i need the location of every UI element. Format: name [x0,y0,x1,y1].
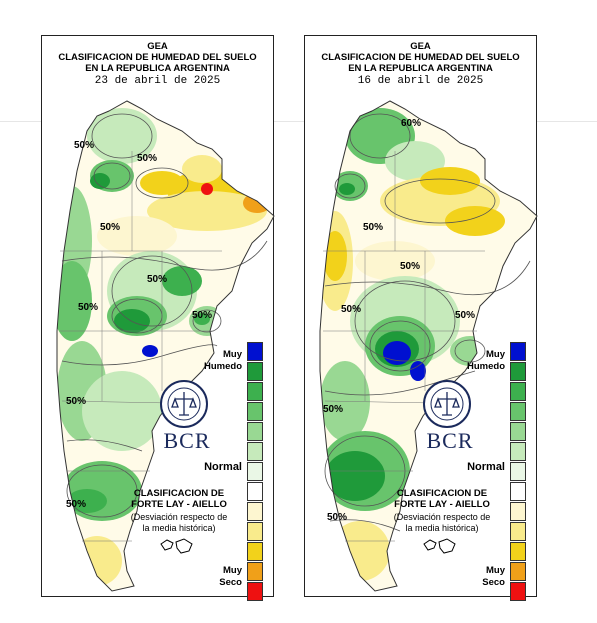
panel-header-line2: CLASIFICACION DE HUMEDAD DEL SUELO [321,52,520,63]
legend-swatch [510,442,526,461]
argentina-moisture-map [56,100,275,592]
legend-swatch [247,562,263,581]
legend-label-normal: Normal [467,461,505,473]
malvinas-islands-icon [160,538,193,554]
legend-label-muy-humedo: Muy Humedo [467,349,505,372]
contour-label: 60% [401,118,422,129]
legend-swatch [247,342,263,361]
panel-header-line1: GEA [147,41,168,52]
legend-label-muy-seco: Muy Seco [219,565,242,588]
contour-label: 50% [455,310,476,321]
legend-swatch [247,382,263,401]
contour-label: 50% [327,512,348,523]
legend-label-muy-humedo: Muy Humedo [204,349,242,372]
panel-date: 16 de abril de 2025 [357,75,484,87]
argentina-moisture-map [319,100,538,592]
bcr-seal-icon [160,380,208,428]
classification-subtitle: (Desviación respecto de la media históri… [393,512,491,533]
contour-label: 50% [74,140,95,151]
legend-swatch [247,482,263,501]
panel-header-line1: GEA [410,41,431,52]
legend-swatch [510,462,526,481]
panel-header-line3: EN LA REPUBLICA ARGENTINA [85,63,230,74]
legend-swatch [510,502,526,521]
legend-swatch [510,582,526,601]
contour-label: 50% [78,302,99,313]
legend-swatch [510,342,526,361]
contour-label: 50% [341,304,362,315]
contour-label: 50% [66,396,87,407]
panel-date: 23 de abril de 2025 [94,75,221,87]
legend-swatch [510,422,526,441]
bcr-logo-text: BCR [426,428,474,453]
classification-subtitle: (Desviación respecto de la media históri… [130,512,228,533]
contour-label: 50% [400,261,421,272]
classification-title: CLASIFICACION DE FORTE LAY - AIELLO [131,488,227,510]
legend-swatch [247,502,263,521]
legend-swatch [247,402,263,421]
map-panel-apr-16: GEA CLASIFICACION DE HUMEDAD DEL SUELO E… [304,35,538,601]
contour-label: 50% [100,222,121,233]
legend-swatch [247,362,263,381]
legend-swatch [510,482,526,501]
contour-label: 50% [363,222,384,233]
legend-swatch [510,522,526,541]
bcr-seal-icon [423,380,471,428]
legend-swatch [510,382,526,401]
contour-label: 50% [323,404,344,415]
panel-header-line2: CLASIFICACION DE HUMEDAD DEL SUELO [58,52,257,63]
color-legend [247,342,263,602]
classification-title: CLASIFICACION DE FORTE LAY - AIELLO [394,488,490,510]
legend-swatch [247,582,263,601]
legend-swatch [510,542,526,561]
legend-label-normal: Normal [204,461,242,473]
legend-swatch [510,362,526,381]
map-panel-apr-23: GEA CLASIFICACION DE HUMEDAD DEL SUELO E… [41,35,275,601]
color-legend [510,342,526,602]
malvinas-islands-icon [423,538,456,554]
panel-header-line3: EN LA REPUBLICA ARGENTINA [348,63,493,74]
legend-swatch [510,562,526,581]
legend-swatch [247,522,263,541]
contour-label: 50% [147,274,168,285]
background-divider-line [0,121,597,122]
legend-swatch [247,462,263,481]
bcr-logo-text: BCR [163,428,211,453]
legend-label-muy-seco: Muy Seco [482,565,505,588]
contour-label: 50% [66,499,87,510]
legend-swatch [247,442,263,461]
contour-label: 50% [192,310,213,321]
contour-label: 50% [137,153,158,164]
legend-swatch [510,402,526,421]
legend-swatch [247,422,263,441]
legend-swatch [247,542,263,561]
